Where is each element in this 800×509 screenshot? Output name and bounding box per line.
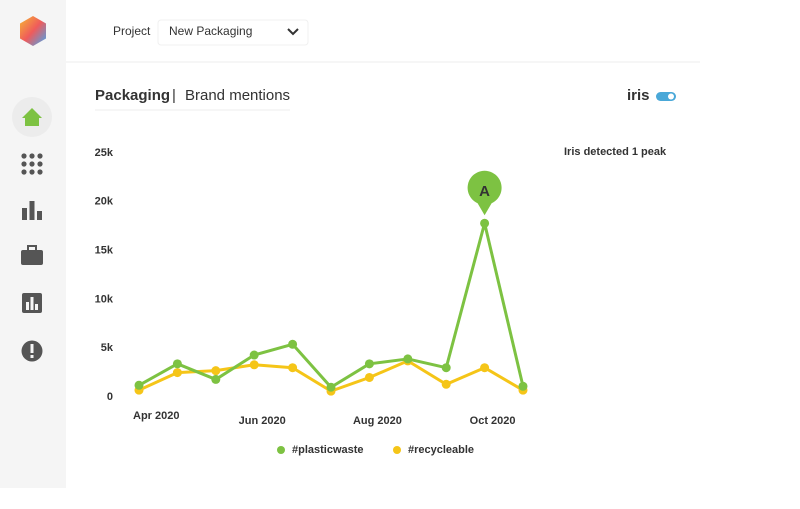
panel-separator: | bbox=[172, 87, 176, 104]
legend-label: #recycleable bbox=[408, 444, 474, 456]
data-point bbox=[134, 380, 144, 390]
data-point bbox=[441, 363, 451, 373]
sidebar bbox=[0, 0, 66, 488]
annotation: Iris detected 1 peak bbox=[564, 146, 667, 158]
y-tick-label: 15k bbox=[95, 245, 114, 257]
nav-alerts[interactable] bbox=[21, 340, 43, 362]
data-point bbox=[211, 366, 221, 376]
data-point bbox=[480, 363, 490, 373]
peak-marker bbox=[467, 170, 502, 216]
panel-title: Packaging bbox=[95, 87, 170, 104]
data-point bbox=[480, 218, 490, 228]
toggle-label: iris bbox=[627, 87, 650, 104]
data-point bbox=[172, 368, 182, 378]
data-point bbox=[249, 360, 259, 370]
nav-charts[interactable] bbox=[22, 201, 42, 220]
data-point bbox=[364, 372, 374, 382]
data-point bbox=[172, 359, 182, 369]
data-point bbox=[326, 382, 336, 392]
legend-label: #plasticwaste bbox=[292, 444, 364, 456]
legend-dot bbox=[393, 446, 401, 454]
nav-briefcase[interactable] bbox=[21, 245, 43, 265]
data-point bbox=[249, 350, 259, 360]
project-label: Project bbox=[113, 24, 151, 38]
panel-subtitle: Brand mentions bbox=[185, 87, 290, 104]
x-tick-label: Aug 2020 bbox=[353, 415, 402, 427]
x-tick-label: Jun 2020 bbox=[239, 415, 286, 427]
data-point bbox=[441, 379, 451, 389]
nav-report[interactable] bbox=[22, 293, 42, 313]
data-point bbox=[364, 359, 374, 369]
data-point bbox=[518, 381, 528, 391]
legend-dot bbox=[277, 446, 285, 454]
logo[interactable] bbox=[20, 16, 46, 46]
y-tick-label: 25k bbox=[95, 147, 114, 159]
project-dropdown[interactable] bbox=[157, 19, 309, 46]
series-line bbox=[138, 221, 525, 389]
data-point bbox=[288, 363, 298, 373]
peak-marker-label: A bbox=[479, 183, 490, 200]
x-tick-label: Oct 2020 bbox=[470, 415, 516, 427]
y-tick-label: 20k bbox=[95, 196, 114, 208]
project-value: New Packaging bbox=[169, 24, 252, 38]
nav-apps[interactable] bbox=[21, 153, 43, 175]
toggle-knob bbox=[668, 93, 674, 100]
x-tick-label: Apr 2020 bbox=[133, 410, 179, 422]
y-tick-label: 10k bbox=[95, 293, 114, 305]
y-tick-label: 5k bbox=[101, 342, 114, 354]
nav-home[interactable] bbox=[22, 108, 42, 126]
data-point bbox=[288, 339, 298, 349]
dropdown-caret bbox=[287, 28, 299, 36]
data-point bbox=[211, 374, 221, 384]
y-tick-label: 0 bbox=[107, 391, 113, 403]
data-point bbox=[403, 354, 413, 364]
